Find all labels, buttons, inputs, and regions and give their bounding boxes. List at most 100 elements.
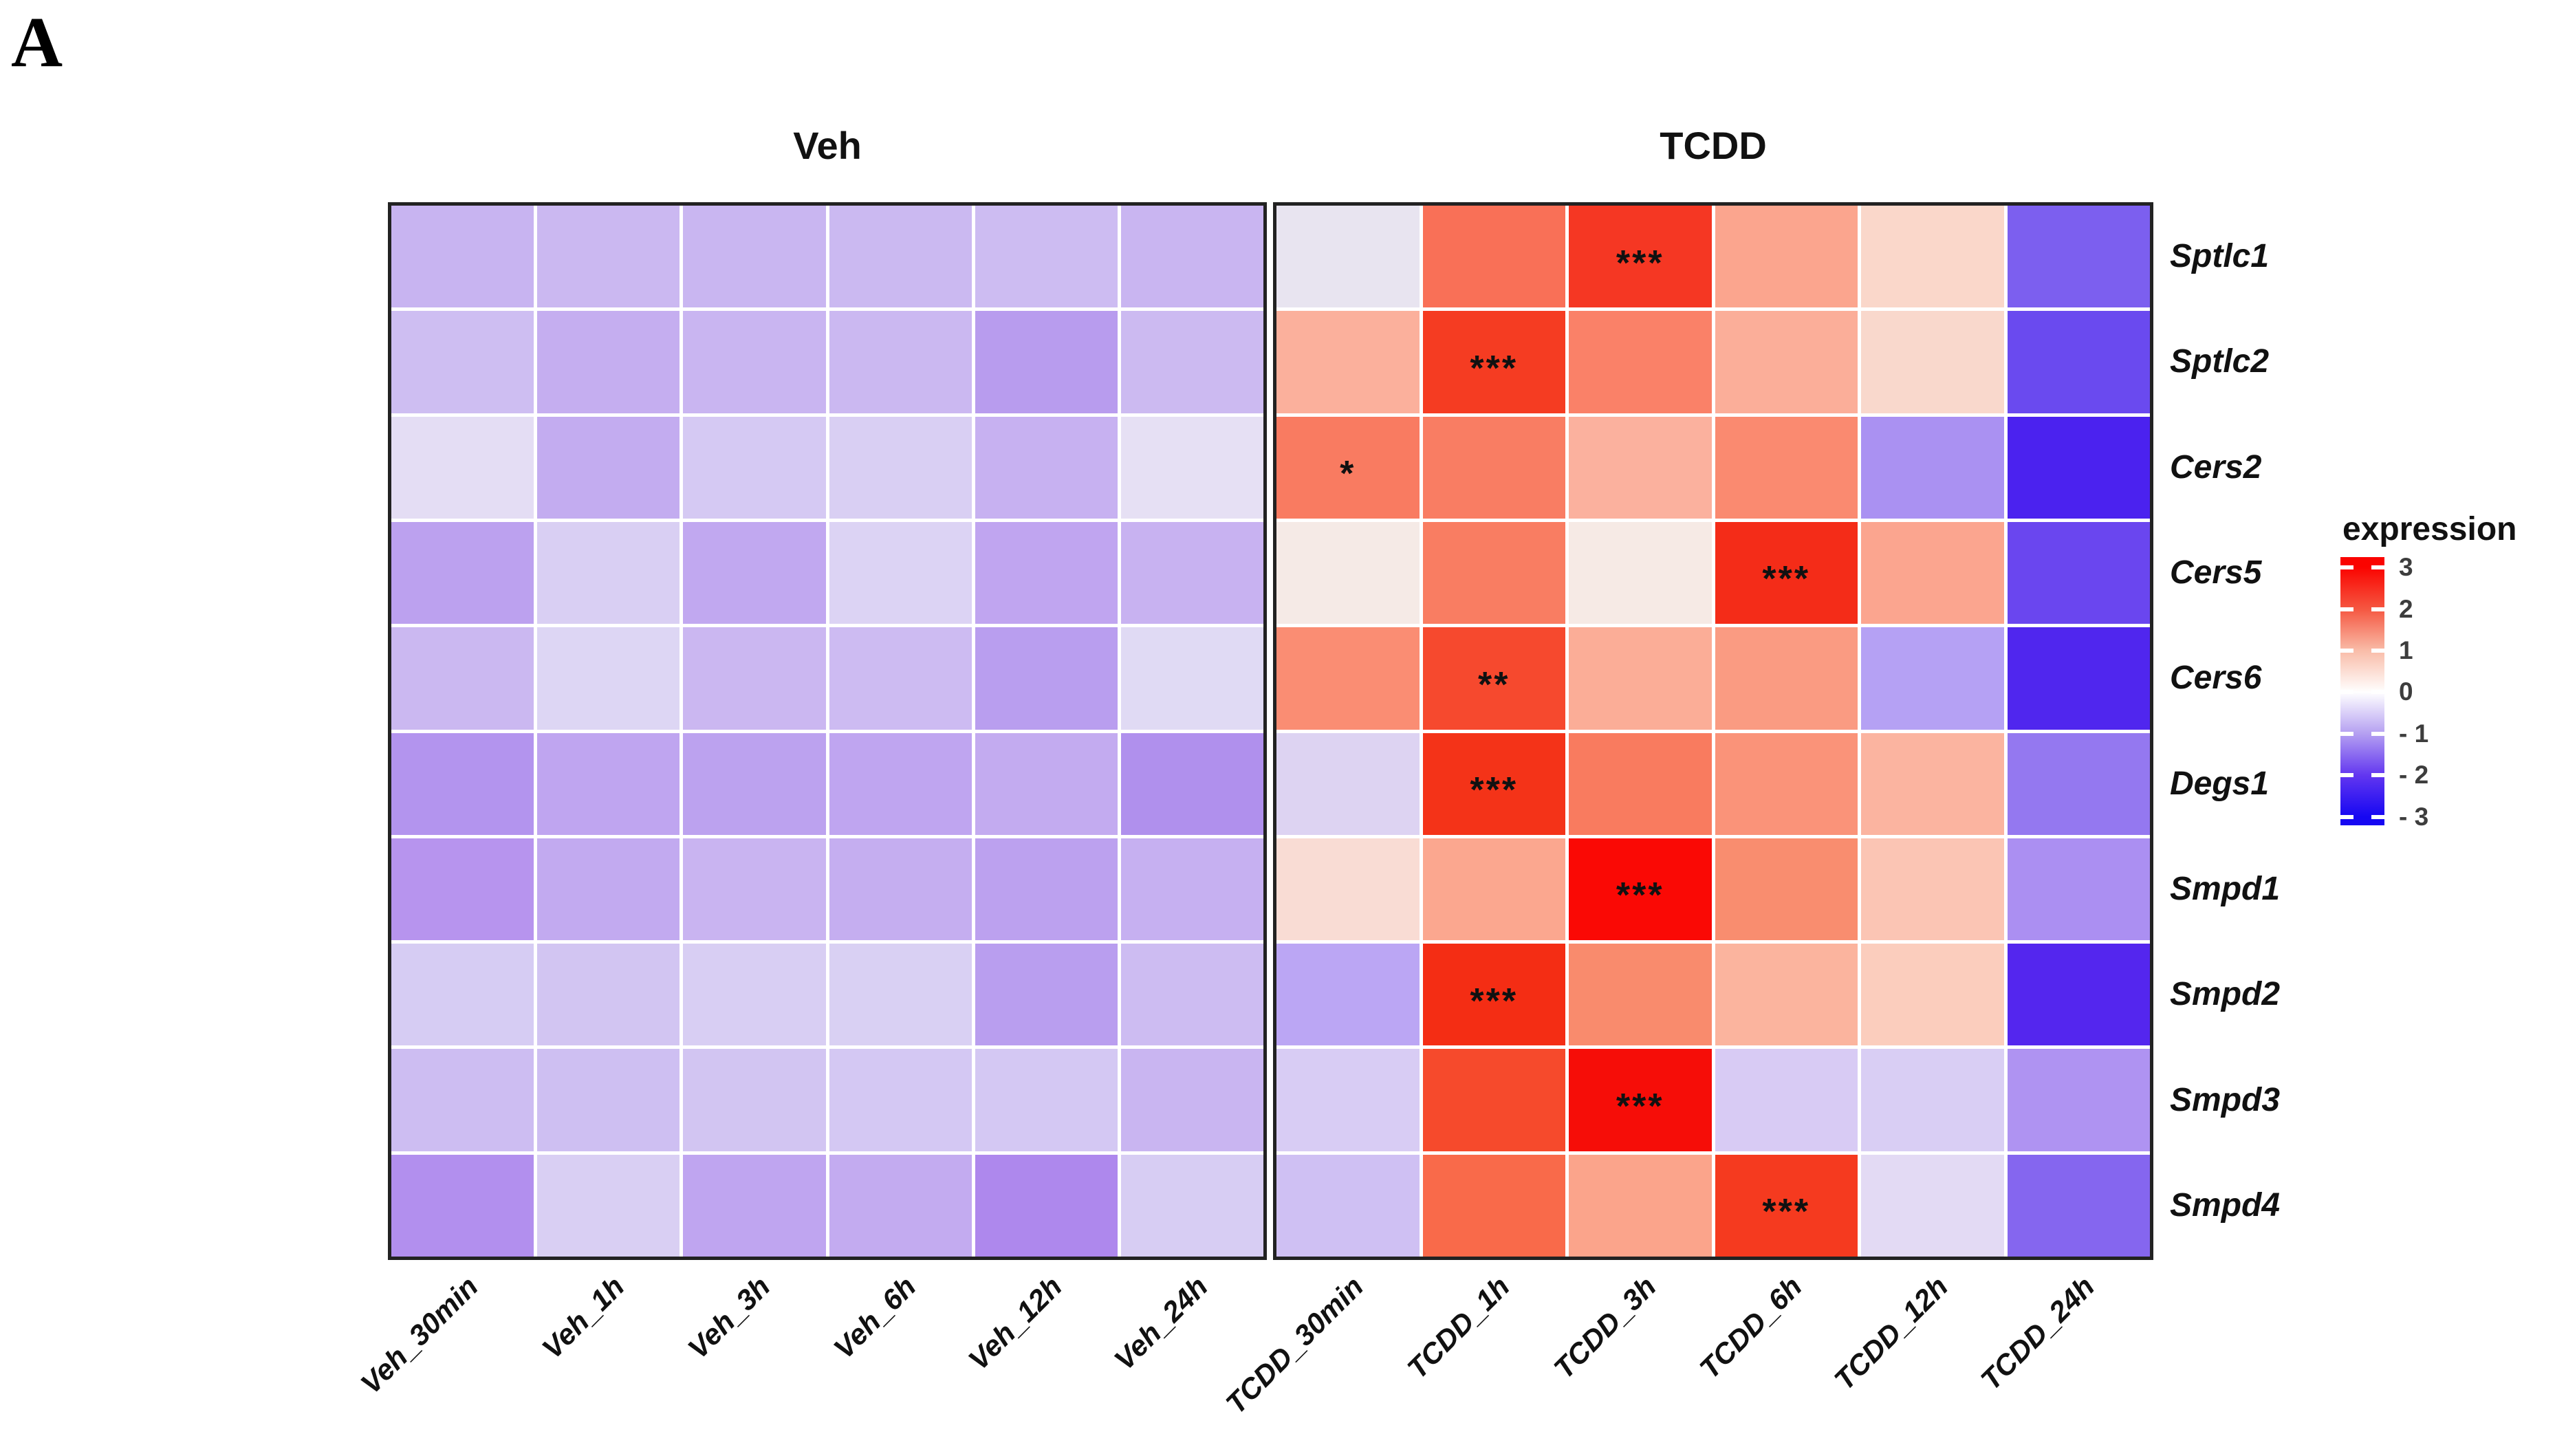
legend-tick-label: 3 [2399,553,2413,581]
x-axis-label: Veh_30min [354,1270,485,1400]
heatmap-cell [391,838,534,941]
x-axis-label: TCDD_24h [1974,1270,2101,1397]
gene-label: Cers2 [2170,448,2262,486]
heatmap-cell [2007,838,2150,941]
significance-stars: *** [1762,1192,1811,1232]
significance-stars: *** [1470,770,1519,811]
heatmap-cell [1120,521,1263,624]
legend-tick-mark [2340,731,2353,736]
gene-label: Smpd1 [2170,870,2281,907]
heatmap-cell [975,838,1118,941]
x-axis-label: Veh_12h [961,1270,1069,1376]
legend-tick-mark [2371,648,2384,653]
heatmap-cell [391,627,534,730]
heatmap-cell [683,944,826,1046]
heatmap-cell [1715,627,1858,730]
significance-stars: *** [1616,876,1664,916]
veh-heatmap-panel [388,202,1267,1260]
heatmap-cell [829,311,972,413]
heatmap-cell [391,944,534,1046]
heatmap-cell [683,206,826,308]
heatmap-cell [1569,627,1712,730]
heatmap-cell [1569,732,1712,835]
heatmap-cell [391,311,534,413]
heatmap-cell [537,416,680,519]
heatmap-cell [829,838,972,941]
heatmap-cell [391,206,534,308]
heatmap-cell [391,416,534,519]
x-axis-label: TCDD_12h [1828,1270,1955,1397]
heatmap-cell: *** [1422,311,1565,413]
x-axis-label: Veh_3h [681,1270,776,1365]
heatmap-cell [1276,732,1420,835]
heatmap-cell [683,627,826,730]
heatmap-cell [537,944,680,1046]
heatmap-cell [1861,838,2004,941]
heatmap-cell [829,416,972,519]
heatmap-cell [1569,944,1712,1046]
heatmap-cell [2007,311,2150,413]
heatmap-cell [1276,627,1420,730]
tcdd-heatmap-panel: *** *** * *** ** *** *** *** *** *** [1273,202,2153,1260]
heatmap-cell [683,521,826,624]
significance-stars: *** [1470,348,1519,389]
heatmap-cell [829,732,972,835]
heatmap-cell [1715,732,1858,835]
gene-label: Sptlc1 [2170,238,2270,275]
heatmap-cell [975,521,1118,624]
heatmap-cell [975,944,1118,1046]
heatmap-cell [683,1049,826,1151]
heatmap-cell: *** [1569,1049,1712,1151]
heatmap-cell [683,416,826,519]
heatmap-cell [1861,206,2004,308]
heatmap-cell [1569,416,1712,519]
legend-tick-label: 0 [2399,677,2413,706]
heatmap-cell [1276,521,1420,624]
x-axis-label: Veh_24h [1107,1270,1215,1376]
legend-tick-mark [2371,814,2384,819]
tcdd-facet-title: TCDD [1660,124,1767,167]
heatmap-cell [1120,732,1263,835]
heatmap-cell [1861,521,2004,624]
x-axis-label: Veh_6h [827,1270,922,1365]
heatmap-cell [391,1049,534,1151]
heatmap-cell [1422,838,1565,941]
heatmap-cell: *** [1569,838,1712,941]
heatmap-cell: *** [1569,206,1712,308]
x-axis-label: TCDD_30min [1219,1270,1370,1420]
heatmap-cell: *** [1422,732,1565,835]
legend-title: expression [2342,511,2517,547]
heatmap-cell [1861,944,2004,1046]
heatmap-cell [1861,627,2004,730]
heatmap-cell [1422,1049,1565,1151]
gene-label: Smpd2 [2170,976,2281,1013]
heatmap-cell [829,206,972,308]
heatmap-cell [975,1154,1118,1257]
heatmap-cell [2007,627,2150,730]
heatmap-cell [829,521,972,624]
gene-label: Degs1 [2170,765,2270,802]
heatmap-cell [2007,1049,2150,1151]
heatmap-cell [975,627,1118,730]
heatmap-cell [829,1049,972,1151]
significance-stars: *** [1616,243,1664,283]
heatmap-cell [1276,1154,1420,1257]
heatmap-cell [975,416,1118,519]
x-axis-label: Veh_1h [535,1270,631,1365]
heatmap-cell [1276,838,1420,941]
legend-tick-mark [2371,731,2384,736]
heatmap-cell [1569,1154,1712,1257]
panel-letter-label: A [11,3,63,82]
heatmap-cell [683,311,826,413]
heatmap-cell [537,521,680,624]
heatmap-cell [537,1049,680,1151]
heatmap-cell [391,732,534,835]
veh-facet-title: Veh [793,124,862,167]
legend-tick-mark [2340,565,2353,569]
heatmap-cell [1120,944,1263,1046]
heatmap-cell [2007,944,2150,1046]
heatmap-cell [1120,1154,1263,1257]
legend-tick-label: - 2 [2399,761,2429,790]
heatmap-cell [1276,311,1420,413]
legend-tick-mark [2371,773,2384,778]
